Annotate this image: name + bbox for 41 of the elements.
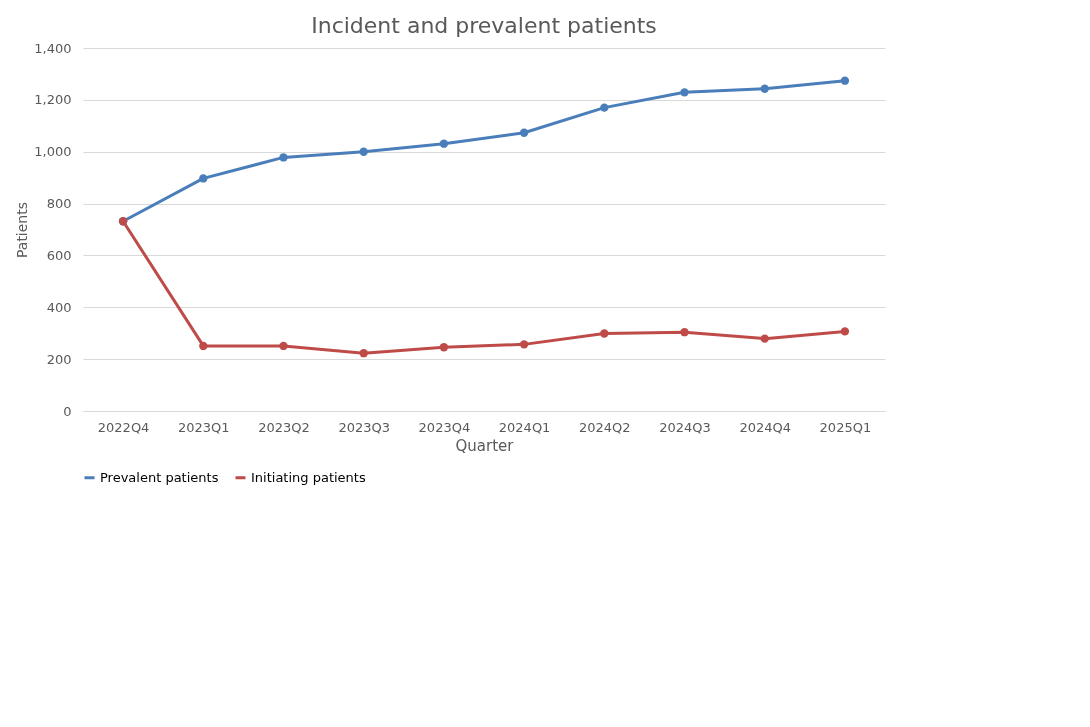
y-tick-label: 200 bbox=[46, 351, 72, 367]
point bbox=[279, 341, 288, 351]
point bbox=[359, 147, 368, 156]
point bbox=[600, 329, 609, 338]
x-tick-label: 2023Q2 bbox=[258, 419, 310, 435]
point bbox=[840, 327, 850, 336]
point bbox=[600, 103, 609, 112]
point bbox=[519, 340, 529, 349]
y-tick-label: 1,400 bbox=[34, 40, 72, 56]
point bbox=[439, 343, 449, 352]
legend-label: Prevalent patients bbox=[100, 469, 219, 485]
chart-title: Incident and prevalent patients bbox=[311, 13, 657, 38]
x-tick-label: 2024Q2 bbox=[579, 419, 631, 435]
x-tick-label: 2024Q3 bbox=[659, 419, 711, 435]
point bbox=[439, 139, 449, 148]
point bbox=[279, 153, 288, 162]
point bbox=[199, 341, 208, 351]
point bbox=[680, 88, 689, 97]
y-tick-label: 0 bbox=[63, 403, 72, 419]
point bbox=[760, 334, 769, 343]
x-tick-label: 2023Q3 bbox=[338, 419, 390, 435]
y-tick-label: 1,000 bbox=[34, 144, 72, 160]
point bbox=[840, 76, 850, 85]
x-tick-label: 2024Q1 bbox=[498, 419, 551, 435]
y-tick-label: 800 bbox=[46, 196, 72, 212]
x-tick-label: 2024Q4 bbox=[739, 419, 791, 435]
legend-label: Initiating patients bbox=[251, 469, 366, 485]
point bbox=[519, 128, 529, 137]
point bbox=[760, 84, 769, 93]
x-tick-label: 2023Q4 bbox=[418, 419, 471, 435]
y-tick-label: 600 bbox=[46, 247, 72, 263]
y-axis-title: Patients bbox=[14, 201, 31, 259]
x-tick-label: 2022Q4 bbox=[97, 419, 150, 435]
x-tick-label: 2025Q1 bbox=[819, 419, 872, 435]
x-axis-title: Quarter bbox=[455, 436, 515, 455]
point bbox=[359, 349, 368, 358]
y-tick-label: 400 bbox=[46, 299, 72, 315]
point bbox=[199, 174, 208, 183]
x-tick-label: 2023Q1 bbox=[178, 419, 230, 435]
y-tick-label: 1,200 bbox=[34, 92, 72, 108]
point bbox=[680, 328, 689, 337]
